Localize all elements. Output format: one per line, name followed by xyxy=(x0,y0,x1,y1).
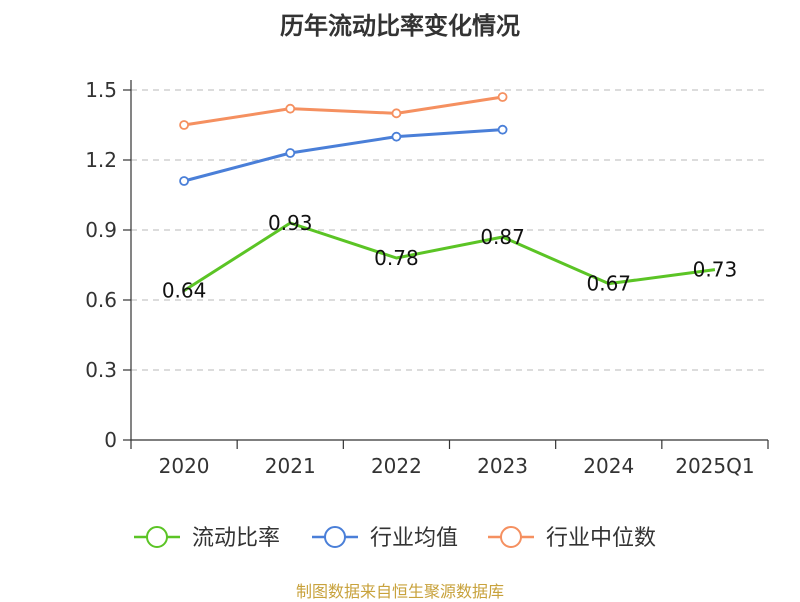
x-tick-label-4: 2024 xyxy=(583,454,634,478)
legend-item-0[interactable]: 流动比率 xyxy=(134,526,280,551)
legend-label-0: 流动比率 xyxy=(192,526,280,551)
y-tick-label-4: 1.2 xyxy=(85,148,117,172)
data-label-1: 0.93 xyxy=(268,211,313,235)
legend-label-2: 行业中位数 xyxy=(546,526,656,551)
series-1-point-3 xyxy=(497,124,508,135)
data-label-0: 0.64 xyxy=(162,279,207,303)
axes xyxy=(123,80,769,449)
y-tick-label-3: 0.9 xyxy=(85,218,117,242)
x-tick-label-5: 2025Q1 xyxy=(675,454,754,478)
x-tick-label-2: 2022 xyxy=(371,454,422,478)
x-axis-tick-labels: 2020 2021 2022 2023 2024 2025Q1 xyxy=(159,454,755,478)
legend-marker-icon xyxy=(324,526,346,548)
series-2-point-2 xyxy=(391,108,402,119)
data-label-3: 0.87 xyxy=(480,225,525,249)
data-label-2: 0.78 xyxy=(374,246,419,270)
legend-item-1[interactable]: 行业均值 xyxy=(312,526,458,551)
legend-label-1: 行业均值 xyxy=(370,526,458,551)
y-axis-tick-labels: 0 0.3 0.6 0.9 1.2 1.5 xyxy=(85,78,117,452)
y-tick-label-1: 0.3 xyxy=(85,358,117,382)
y-tick-label-5: 1.5 xyxy=(85,78,117,102)
legend[interactable]: 流动比率 行业均值 行业中位数 xyxy=(134,526,656,551)
series-2-point-1 xyxy=(285,103,296,114)
y-tick-label-2: 0.6 xyxy=(85,288,117,312)
source-note: 制图数据来自恒生聚源数据库 xyxy=(295,582,504,601)
x-tick-label-3: 2023 xyxy=(477,454,528,478)
y-tick-label-0: 0 xyxy=(104,428,117,452)
series-lines xyxy=(179,92,716,292)
grid-lines xyxy=(131,89,768,371)
data-labels: 0.64 0.93 0.78 0.87 0.67 0.73 xyxy=(162,211,737,303)
series-line-0 xyxy=(183,221,716,292)
chart-title: 历年流动比率变化情况 xyxy=(280,12,520,40)
legend-item-2[interactable]: 行业中位数 xyxy=(488,526,656,551)
x-tick-label-1: 2021 xyxy=(265,454,316,478)
x-tick-label-0: 2020 xyxy=(159,454,210,478)
legend-marker-icon xyxy=(146,526,168,548)
data-label-4: 0.67 xyxy=(586,272,631,296)
series-1-point-1 xyxy=(285,148,296,158)
series-1-point-0 xyxy=(179,176,189,186)
series-line-1 xyxy=(183,128,503,183)
series-2-point-3 xyxy=(497,92,508,102)
legend-marker-icon xyxy=(500,526,522,548)
series-1-point-2 xyxy=(391,131,402,142)
data-label-5: 0.73 xyxy=(693,258,738,282)
series-line-2 xyxy=(183,95,503,127)
series-2-point-0 xyxy=(179,120,189,130)
